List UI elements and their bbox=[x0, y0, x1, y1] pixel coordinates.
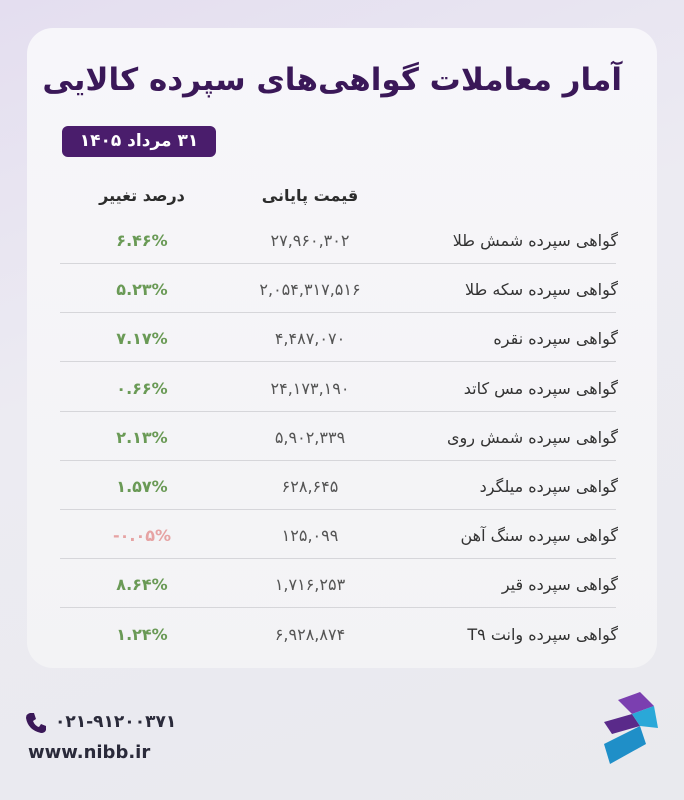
item-name: گواهی سپرده مس کاتد bbox=[463, 378, 618, 398]
item-name: گواهی سپرده نقره bbox=[493, 329, 618, 349]
final-price: ۵,۹۰۲,۳۳۹ bbox=[274, 427, 346, 447]
phone: ۰۲۱-۹۱۲۰۰۳۷۱ bbox=[55, 712, 177, 732]
change-percent: ۷.۱۷% bbox=[116, 329, 168, 349]
item-name: گواهی سپرده شمش طلا bbox=[452, 231, 618, 250]
change-percent: ۵.۲۳% bbox=[116, 280, 168, 300]
row-separator bbox=[60, 361, 616, 363]
final-price: ۲۷,۹۶۰,۳۰۲ bbox=[270, 231, 350, 250]
phone-icon bbox=[26, 713, 46, 733]
date-badge: ۳۱ مرداد ۱۴۰۵ bbox=[62, 126, 216, 157]
final-price: ۱۲۵,۰۹۹ bbox=[281, 526, 339, 546]
final-price: ۲,۰۵۴,۳۱۷,۵۱۶ bbox=[259, 280, 361, 300]
final-price: ۴,۴۸۷,۰۷۰ bbox=[274, 329, 346, 349]
column-header: قیمت پایانی bbox=[261, 186, 359, 205]
change-percent: ۲.۱۳% bbox=[116, 427, 168, 447]
row-separator bbox=[60, 509, 616, 510]
final-price: ۲۴,۱۷۳,۱۹۰ bbox=[270, 378, 350, 398]
final-price: ۶,۹۲۸,۸۷۴ bbox=[274, 624, 346, 644]
title: آمار معاملات گواهی‌های سپرده کالایی bbox=[42, 62, 622, 98]
final-price: ۱,۷۱۶,۲۵۳ bbox=[274, 575, 346, 595]
final-price: ۶۲۸,۶۴۵ bbox=[281, 477, 339, 496]
item-name: گواهی سپرده سنگ آهن bbox=[460, 526, 618, 546]
item-name: گواهی سپرده وانت T۹ bbox=[467, 624, 618, 644]
row-separator bbox=[60, 607, 616, 609]
row-separator bbox=[60, 459, 616, 461]
change-percent: ۶.۴۶% bbox=[116, 231, 168, 250]
logo bbox=[604, 692, 658, 764]
item-name: گواهی سپرده شمش روی bbox=[447, 427, 618, 447]
item-name: گواهی سپرده میلگرد bbox=[479, 477, 618, 496]
row-separator bbox=[60, 558, 616, 560]
change-percent: ۸.۶۴% bbox=[116, 575, 168, 595]
row-separator bbox=[60, 312, 616, 314]
change-percent: ۰.۶۶% bbox=[116, 378, 168, 398]
website: www.nibb.ir bbox=[28, 742, 151, 763]
item-name: گواهی سپرده قیر bbox=[501, 575, 618, 595]
column-header: درصد تغییر bbox=[99, 186, 185, 205]
item-name: گواهی سپرده سکه طلا bbox=[464, 280, 618, 300]
row-separator bbox=[60, 263, 616, 264]
change-percent: ۱.۲۴% bbox=[116, 624, 168, 644]
row-separator bbox=[60, 410, 616, 412]
change-percent: -۰.۰۵% bbox=[112, 526, 172, 546]
change-percent: ۱.۵۷% bbox=[116, 477, 168, 496]
